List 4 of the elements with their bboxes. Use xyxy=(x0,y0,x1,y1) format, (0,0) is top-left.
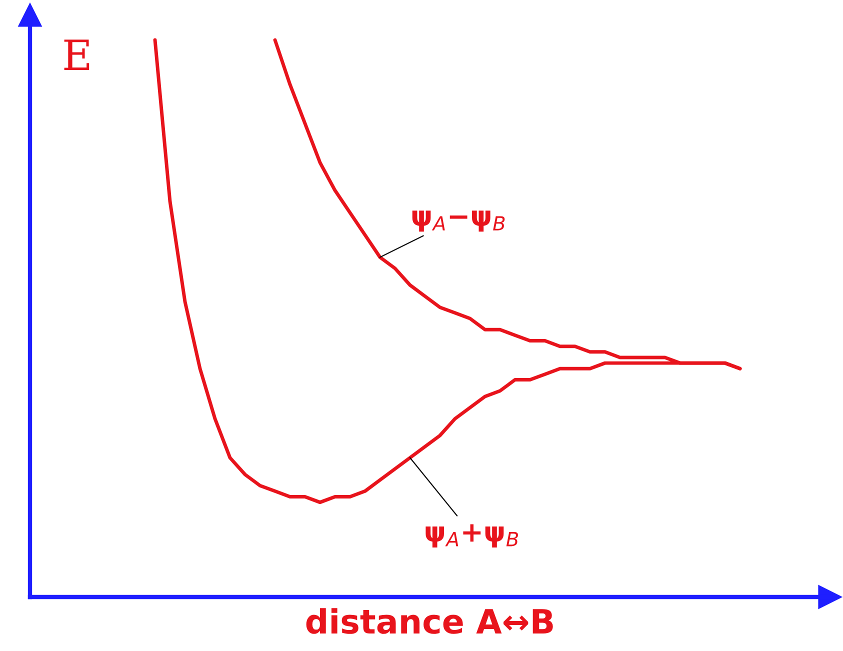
series-label: ψ$_{A}$−ψ$_{B}$ xyxy=(412,210,505,232)
x-axis-title: distance A↔B xyxy=(306,608,553,634)
y-axis-title: E xyxy=(64,40,90,70)
text: ψ$_{A}$+ψ$_{B}$ xyxy=(426,524,518,548)
